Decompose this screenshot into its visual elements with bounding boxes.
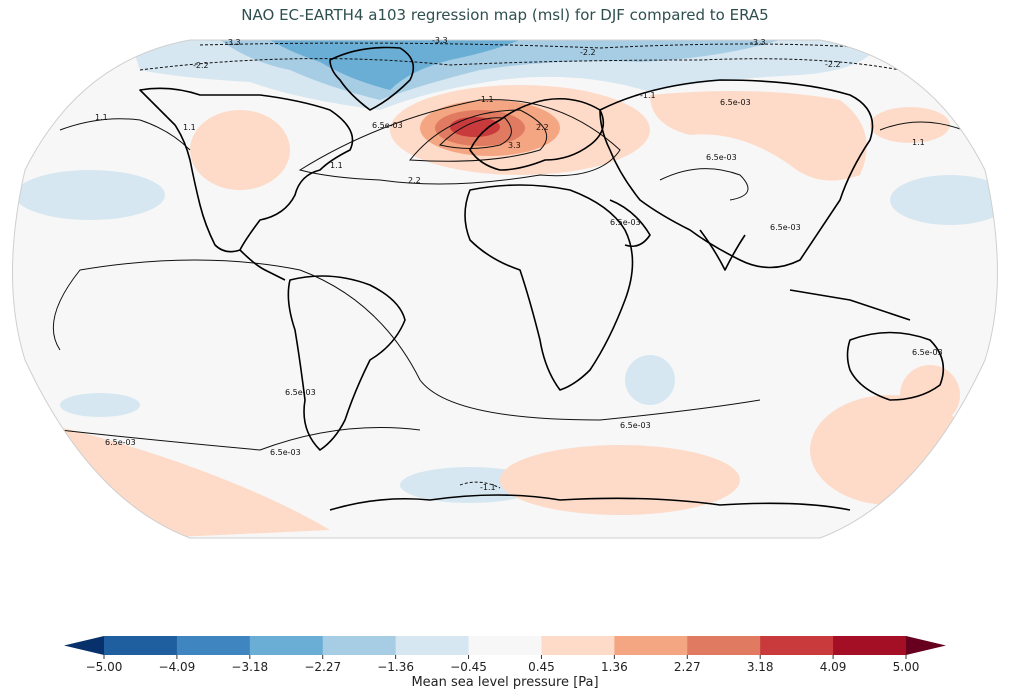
colorbar-tick-label: 3.18 bbox=[747, 660, 774, 674]
contour-label: 6.5e-03 bbox=[770, 223, 801, 232]
colorbar-extend-low bbox=[64, 636, 104, 655]
colorbar-tick-label: −4.09 bbox=[159, 660, 196, 674]
atlantic-positive-core bbox=[450, 117, 500, 137]
globe-outline bbox=[12, 39, 998, 539]
colorbar-tick-label: 0.45 bbox=[528, 660, 555, 674]
colorbar-tick-label: 4.09 bbox=[820, 660, 847, 674]
colorbar-label: Mean sea level pressure [Pa] bbox=[411, 675, 599, 690]
colorbar-segments bbox=[64, 636, 946, 655]
colorbar-segment bbox=[760, 636, 834, 655]
colorbar-tick-label: −5.00 bbox=[86, 660, 123, 674]
map-title: NAO EC-EARTH4 a103 regression map (msl) … bbox=[241, 6, 769, 24]
colorbar-tick-label: 5.00 bbox=[893, 660, 920, 674]
east-pacific-negative-anomaly bbox=[15, 170, 165, 220]
contour-label: 3.3 bbox=[508, 141, 521, 150]
contour-label: 2.2 bbox=[536, 123, 549, 132]
colorbar-segment bbox=[833, 636, 907, 655]
contour-label: 6.5e-03 bbox=[706, 153, 737, 162]
colorbar-segment bbox=[468, 636, 542, 655]
india-coastline bbox=[699, 229, 746, 271]
contour-label: -3.3 bbox=[225, 38, 241, 47]
contour-label: 6.5e-03 bbox=[610, 218, 641, 227]
colorbar-segment bbox=[541, 636, 615, 655]
southern-positive-center bbox=[500, 445, 740, 515]
colorbar-tick-label: −2.27 bbox=[304, 660, 341, 674]
indonesia-coastline bbox=[789, 289, 911, 321]
contour-label: 6.5e-03 bbox=[285, 388, 316, 397]
contour-label: -1.1 bbox=[640, 91, 656, 100]
colorbar-extend-high bbox=[906, 636, 946, 655]
contour-label: 1.1 bbox=[183, 123, 196, 132]
south-pacific-negative-anomaly bbox=[60, 393, 140, 417]
greenland-coastline bbox=[329, 46, 415, 111]
contour-label: 1.1 bbox=[95, 113, 108, 122]
greenland-negative-core bbox=[270, 40, 520, 90]
contour-label: -1.1 bbox=[478, 95, 494, 104]
colorbar-segment bbox=[322, 636, 397, 655]
africa-coastline bbox=[464, 184, 634, 391]
north-america-coastline bbox=[139, 87, 354, 253]
contour-label: 6.5e-03 bbox=[270, 448, 301, 457]
colorbar-segment bbox=[395, 636, 470, 655]
contour-label: 6.5e-03 bbox=[620, 421, 651, 430]
colorbar-tick-label: 2.27 bbox=[674, 660, 701, 674]
south-america-coastline bbox=[287, 275, 406, 451]
colorbar-tick-label: −1.36 bbox=[377, 660, 414, 674]
contour-label-group: -3.3 -3.3 -3.3 -2.2 -2.2 -2.2 -1.1 -1.1 … bbox=[95, 36, 943, 492]
colorbar-segment bbox=[614, 636, 688, 655]
asia-positive-anomaly bbox=[650, 91, 867, 181]
negative-contour-lines bbox=[139, 42, 901, 489]
colorbar-segment bbox=[104, 636, 178, 655]
south-atlantic-negative-anomaly bbox=[625, 355, 675, 405]
contour-label: 2.2 bbox=[408, 176, 421, 185]
contour-label: 6.5e-03 bbox=[372, 121, 403, 130]
coastlines bbox=[139, 46, 945, 511]
central-america-coastline bbox=[239, 249, 286, 281]
colorbar-segment bbox=[687, 636, 761, 655]
contour-label: -3.3 bbox=[750, 38, 766, 47]
antarctica-coastline bbox=[329, 494, 851, 511]
colorbar-tick-label: −0.45 bbox=[450, 660, 487, 674]
contour-label: 6.5e-03 bbox=[720, 98, 751, 107]
contour-label: 1.1 bbox=[330, 161, 343, 170]
contour-label: -2.2 bbox=[193, 61, 209, 70]
arabia-coastline bbox=[609, 199, 651, 248]
contour-label: -1.1 bbox=[480, 483, 496, 492]
contour-label: 6.5e-03 bbox=[912, 348, 943, 357]
contour-label: -2.2 bbox=[825, 60, 841, 69]
west-pacific-negative-anomaly bbox=[890, 175, 998, 225]
contour-label: 6.5e-03 bbox=[105, 438, 136, 447]
australia-positive-anomaly bbox=[900, 365, 960, 425]
pacific-positive-anomaly bbox=[870, 107, 950, 143]
regression-map: -3.3 -3.3 -3.3 -2.2 -2.2 -2.2 -1.1 -1.1 … bbox=[12, 36, 998, 539]
australia-coastline bbox=[846, 331, 945, 401]
contour-label: -3.3 bbox=[432, 36, 448, 45]
colorbar-ticks: −5.00 −4.09 −3.18 −2.27 −1.36 −0.45 0.45 1.36 2.… bbox=[86, 655, 920, 674]
north-america-positive-anomaly bbox=[190, 110, 290, 190]
colorbar-tick-label: 1.36 bbox=[601, 660, 628, 674]
contour-label: -2.2 bbox=[580, 48, 596, 57]
colorbar-segment bbox=[176, 636, 251, 655]
contour-label: 1.1 bbox=[912, 138, 925, 147]
colorbar-tick-label: −3.18 bbox=[231, 660, 268, 674]
colorbar-segment bbox=[249, 636, 324, 655]
asia-coastline bbox=[599, 79, 874, 269]
